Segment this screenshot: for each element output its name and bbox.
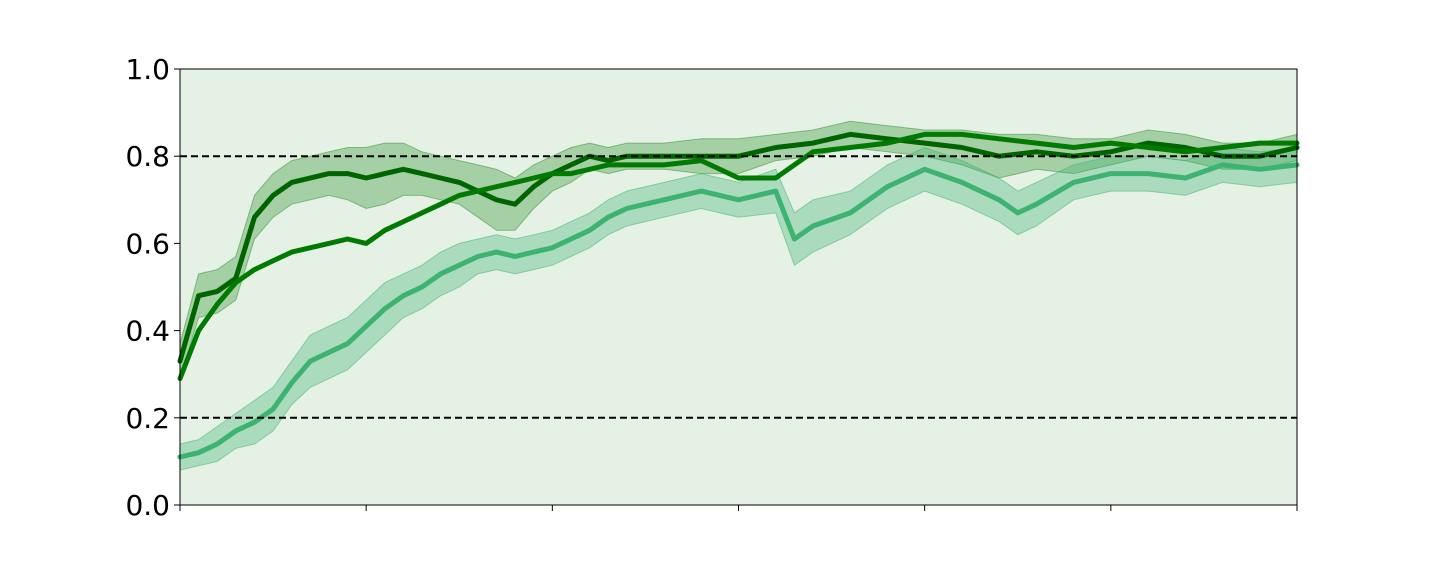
- series-lines: [177, 131, 1300, 460]
- series-2-line: [177, 131, 1300, 382]
- x-axis: [179, 505, 1298, 511]
- y-tick-label: 1.0: [125, 53, 170, 86]
- y-tick-label: 0.8: [125, 140, 170, 173]
- reference-lines: [180, 155, 1297, 419]
- series-1-line: [177, 131, 1300, 364]
- series-3-line: [177, 162, 1300, 460]
- y-tick-label: 0.0: [125, 489, 170, 522]
- y-tick-label: 0.2: [125, 402, 170, 435]
- y-tick-label: 0.4: [125, 315, 170, 348]
- y-axis: 0.0 0.2 0.4 0.6 0.8 1.0: [125, 53, 180, 522]
- y-tick-label: 0.6: [125, 227, 170, 260]
